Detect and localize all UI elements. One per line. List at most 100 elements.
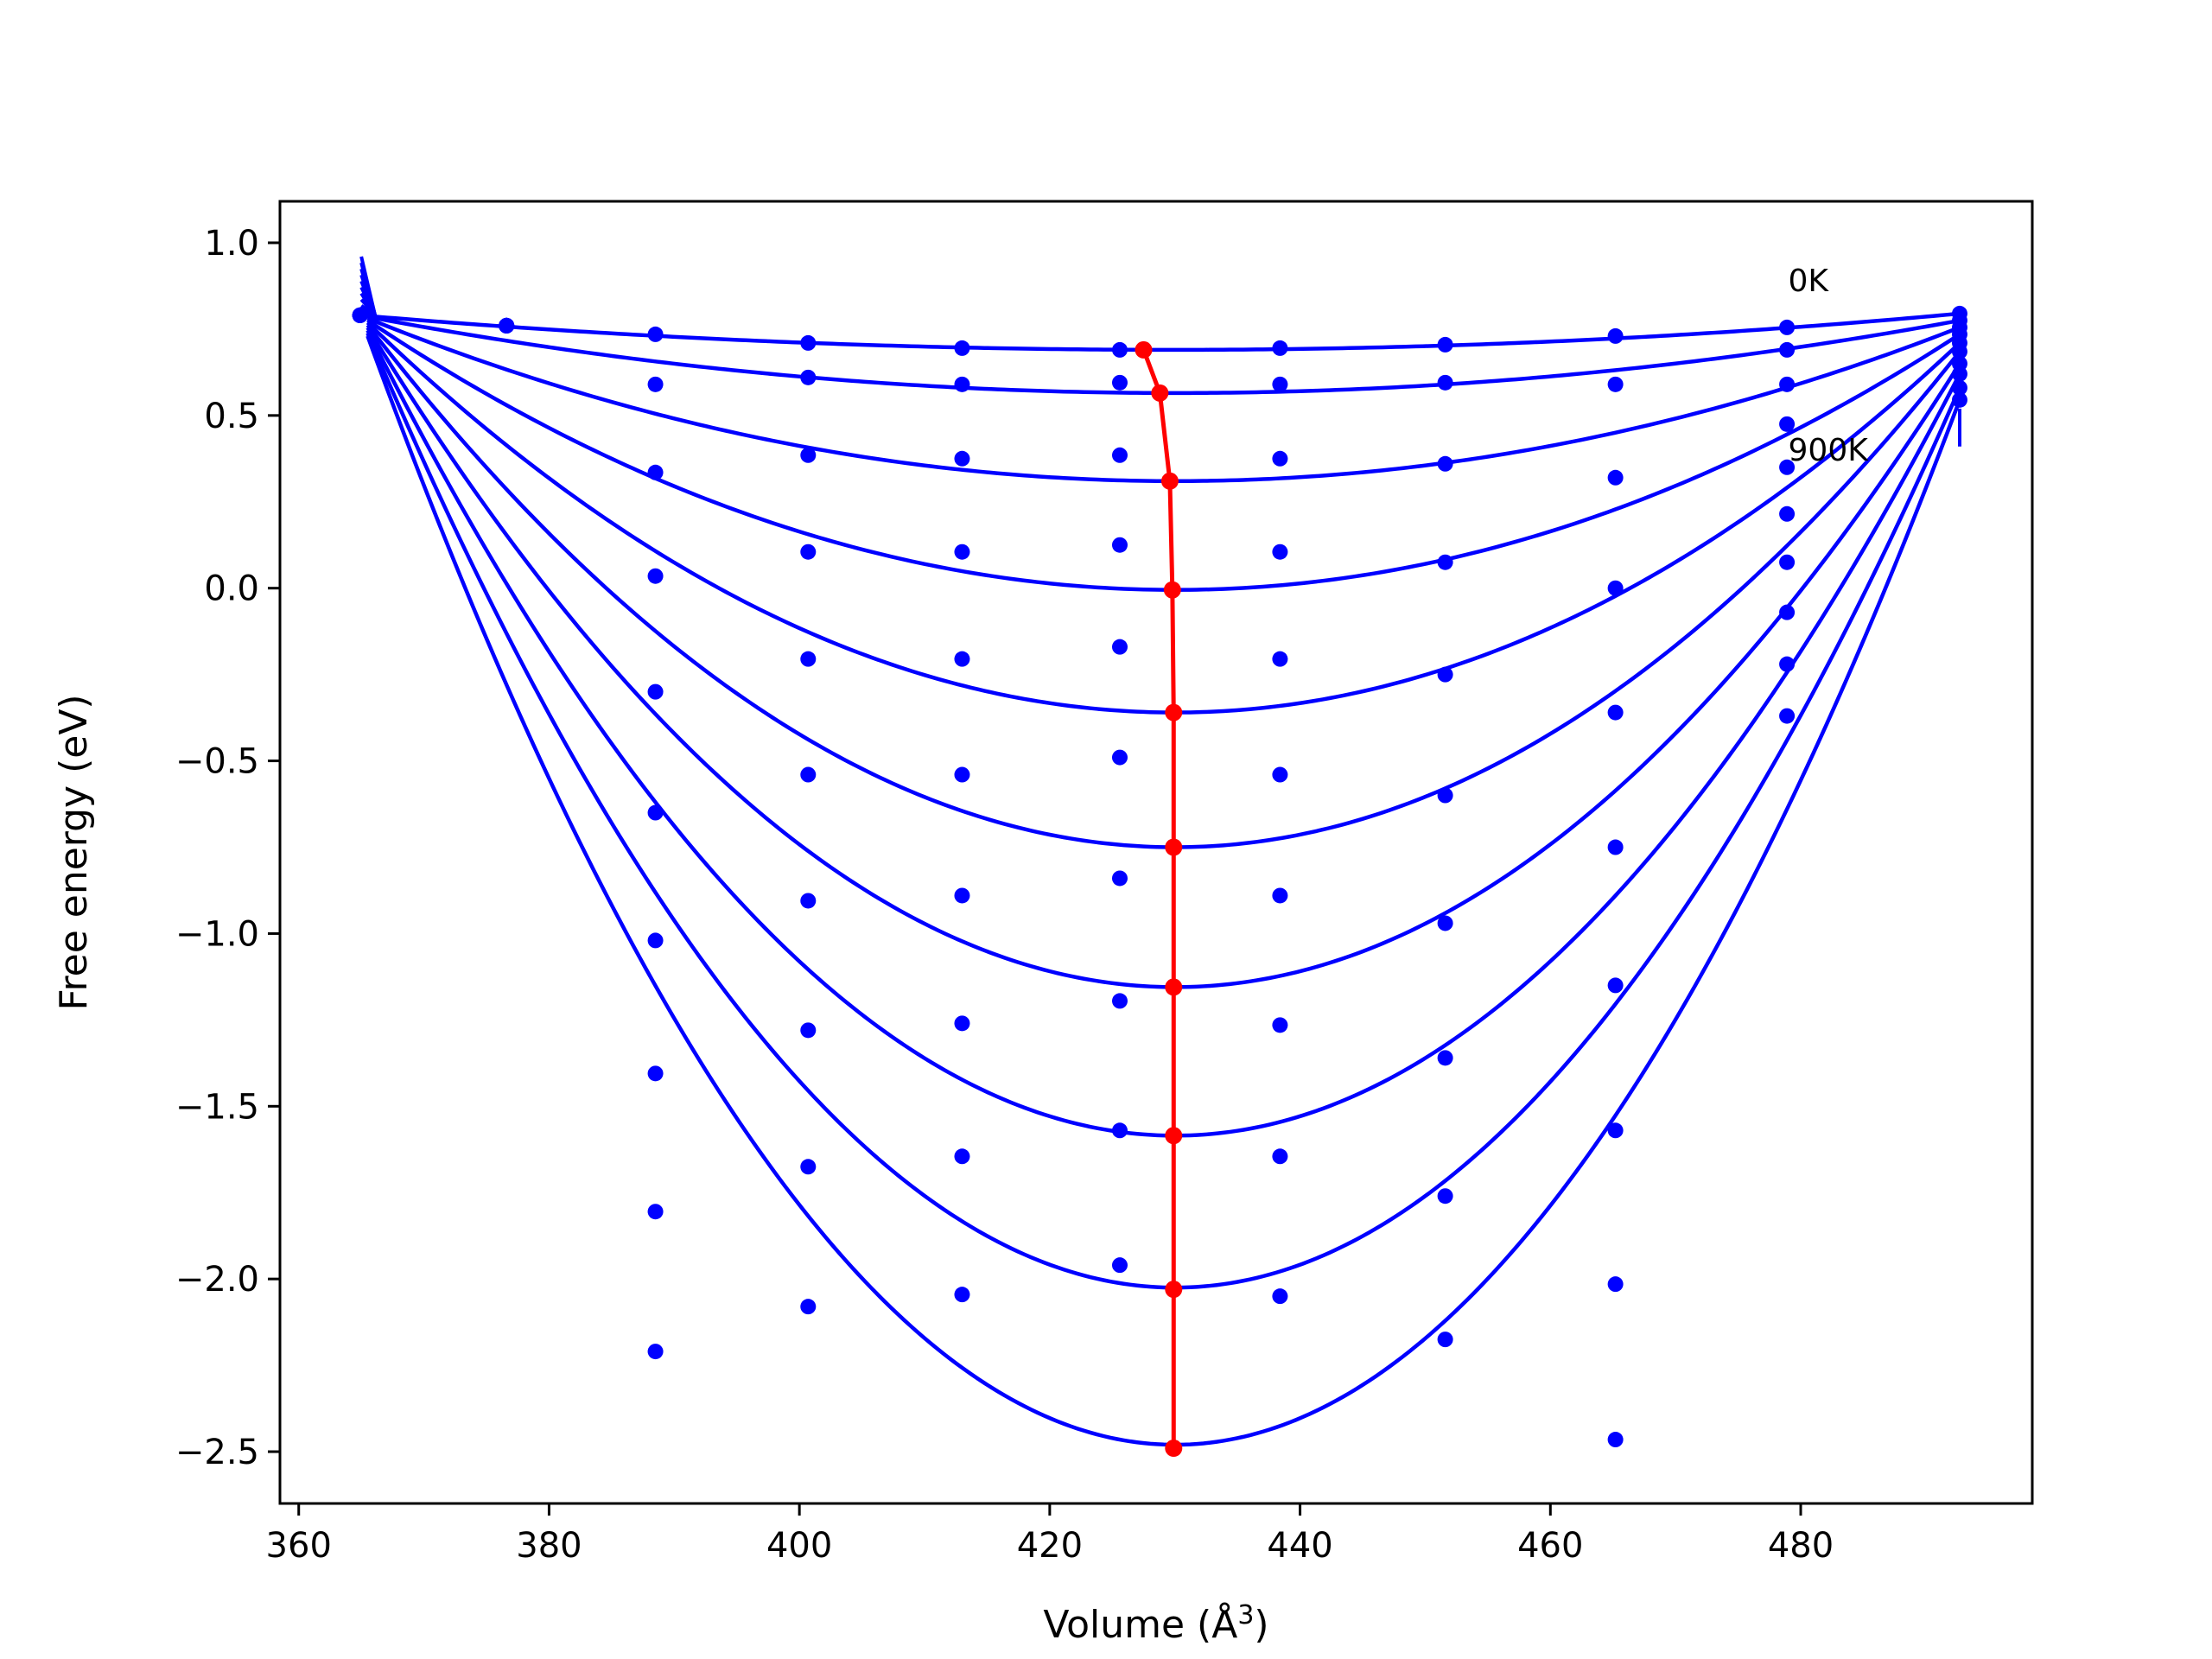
y-tick-label: −2.0 [175,1260,259,1300]
data-point [1779,319,1796,335]
data-point [954,766,970,783]
data-point [1272,887,1288,904]
data-point [1272,340,1288,356]
data-point [1437,336,1453,353]
data-point [800,369,817,385]
data-point [1272,450,1288,467]
fit-curve [365,329,1961,1138]
data-point [1779,656,1796,672]
data-point [800,893,817,909]
data-point [954,340,970,356]
data-point [954,543,970,560]
data-point [1437,666,1453,683]
y-axis-ticks: 1.0 0.5 0.0 −0.5 −1.0 −1.5 −2.0 −2.5 [175,224,280,1472]
data-point [1437,915,1453,931]
data-point [1272,1288,1288,1305]
plot-area [352,256,1967,1458]
data-point [1272,1017,1288,1033]
x-axis-ticks: 360 380 400 420 440 460 480 [266,1503,1834,1566]
data-point [1607,376,1624,392]
data-point [800,1299,817,1315]
y-tick-label: 1.0 [204,224,259,264]
data-point [954,1015,970,1032]
data-point [1779,708,1796,724]
data-point [1437,374,1453,391]
fit-curve [365,327,1961,989]
fit-curve [366,318,1961,592]
y-tick-label: 0.5 [204,397,259,436]
minimum-point [1163,581,1181,599]
data-point [647,1344,664,1360]
data-point [1437,1332,1453,1348]
data-point [1437,455,1453,472]
fit-curve [365,321,1961,715]
data-point [1437,1188,1453,1205]
data-point [1779,505,1796,522]
data-point [800,651,817,667]
y-tick-label: −1.5 [175,1087,259,1127]
data-point [1779,341,1796,358]
data-point [1951,379,1967,396]
y-tick-label: −1.0 [175,914,259,954]
data-point [1272,543,1288,560]
data-point [1607,977,1624,994]
data-point [954,1287,970,1303]
data-point [1111,374,1128,391]
data-point [1607,839,1624,855]
data-point [1437,554,1453,570]
data-point [1607,1122,1624,1139]
minimum-point [1165,1281,1183,1299]
minimum-point [1165,1127,1183,1145]
data-point [1951,343,1967,359]
temperature-annotation: 0K [1789,264,1830,299]
data-point [647,568,664,584]
data-point [647,376,664,392]
data-point [1437,787,1453,804]
y-tick-label: 0.0 [204,569,259,609]
minimum-point [1151,384,1169,402]
minimum-point [1160,472,1179,490]
data-point [1779,416,1796,432]
data-point [1111,341,1128,358]
data-point [1607,704,1624,721]
minimum-point [1165,838,1183,856]
data-point [647,1065,664,1082]
y-tick-label: −2.5 [175,1433,259,1472]
data-point [647,1204,664,1220]
fit-curve [367,311,1961,353]
data-point [800,543,817,560]
data-point [800,766,817,783]
x-tick-label: 380 [516,1526,582,1566]
data-point [1607,1432,1624,1448]
data-point [1607,580,1624,596]
data-point [1607,327,1624,344]
data-point [800,1022,817,1039]
data-point [1111,1257,1128,1274]
data-point [800,447,817,463]
data-point [1111,447,1128,463]
data-point [954,450,970,467]
x-tick-label: 360 [266,1526,332,1566]
data-point [1779,554,1796,570]
fit-curve [365,332,1962,1290]
data-point [352,307,368,323]
minimum-point [1165,703,1183,721]
data-point [1779,604,1796,620]
data-point [1951,365,1967,382]
minimum-point [1165,978,1183,996]
temperature-annotation: 900K [1789,433,1870,468]
data-point [954,651,970,667]
data-point [1111,1122,1128,1139]
data-point [1111,870,1128,887]
data-point [1272,651,1288,667]
axes-frame [278,200,2034,1505]
data-point [647,804,664,821]
data-point [800,1159,817,1175]
minimum-point [1135,340,1153,359]
fit-curve [365,335,1962,1447]
data-point [800,334,817,351]
data-point [1272,766,1288,783]
y-axis-label: Free energy (eV) [52,694,96,1010]
